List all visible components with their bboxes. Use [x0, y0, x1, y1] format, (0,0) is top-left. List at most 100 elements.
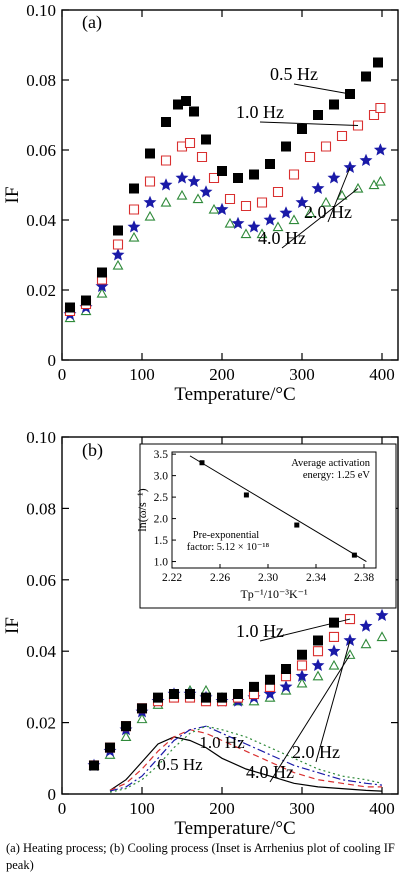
leader-line-1-0-hz	[259, 618, 351, 642]
data-point	[288, 169, 300, 180]
inset-annotation-activation-line2: energy: 1.25 eV	[303, 470, 371, 481]
y-tick-label: 0	[48, 351, 57, 370]
inset-x-axis-label: Tp⁻¹/10⁻³K⁻¹	[240, 587, 308, 601]
data-point	[184, 137, 196, 149]
y-tick-label: 0	[48, 785, 57, 804]
inset-x-tick-label: 2.38	[354, 572, 374, 584]
series-1-0-hz	[64, 102, 386, 317]
chart-panel-b: 0 0.02 0.04 0.06 0.08 0.10 0 100 200 300 400 Temper…	[2, 428, 399, 839]
data-point	[359, 619, 373, 632]
plot-frame	[61, 436, 399, 795]
data-point	[145, 148, 155, 159]
inset-y-tick-label: 3.5	[154, 449, 169, 461]
data-point	[144, 210, 156, 221]
data-point	[343, 633, 357, 646]
peak-curve-label-1-0-hz: 1.0 Hz	[199, 733, 245, 752]
data-point	[201, 134, 211, 145]
figure: 0 0.02 0.04 0.06 0.08 0.10 0 100 200 300 400 Temper…	[2, 1, 399, 839]
data-point	[272, 186, 284, 198]
data-point	[175, 171, 189, 184]
data-point	[320, 141, 332, 152]
data-point	[256, 197, 268, 208]
data-point	[176, 141, 188, 152]
data-point	[217, 692, 227, 703]
inset-x-tick-label: 2.34	[306, 572, 326, 584]
y-axis-label: IF	[2, 187, 23, 204]
x-tick-label: 0	[58, 365, 67, 384]
leader-line-2-0-hz	[315, 640, 351, 763]
x-tick-label: 300	[289, 799, 315, 818]
data-point	[97, 267, 107, 278]
data-point	[295, 195, 309, 209]
inset-y-tick-label: 1.0	[154, 557, 169, 569]
data-point	[181, 96, 191, 106]
data-point	[159, 178, 173, 191]
data-point	[173, 99, 183, 110]
series-label-4-0-hz: 4.0 Hz	[246, 762, 294, 782]
data-point	[233, 689, 243, 700]
data-point	[336, 130, 348, 142]
inset-fit-line	[189, 455, 367, 562]
data-point	[249, 169, 259, 180]
y-tick-label: 0.06	[26, 141, 56, 160]
data-point	[279, 680, 293, 693]
data-point	[112, 259, 124, 270]
data-point	[217, 166, 227, 176]
data-point	[187, 174, 201, 188]
data-point	[279, 206, 293, 219]
data-point	[113, 225, 123, 236]
data-point	[160, 155, 172, 166]
data-point	[336, 189, 348, 200]
chart-panel-a: 0 0.02 0.04 0.06 0.08 0.10 0 100 200 300 400 Temper…	[2, 1, 399, 405]
data-point	[65, 302, 75, 313]
data-point	[296, 660, 308, 671]
panel-label: (b)	[82, 440, 103, 461]
inset-y-tick-label: 2.5	[154, 492, 169, 504]
data-point	[343, 160, 357, 174]
inset-annotation-activation-line1: Average activation	[291, 458, 371, 469]
data-point	[272, 221, 284, 232]
data-point	[96, 287, 108, 298]
data-point	[176, 189, 188, 200]
data-point	[247, 220, 261, 233]
data-point	[169, 689, 179, 700]
data-point	[129, 183, 139, 194]
data-point	[81, 295, 91, 306]
inset-plot-frame	[171, 451, 377, 569]
data-point	[111, 248, 125, 261]
leader-line-0-5-hz	[293, 83, 351, 95]
series-label-2-0-hz: 2.0 Hz	[292, 742, 340, 762]
inset-frame	[139, 443, 397, 609]
peak-curve-1-0-hz	[109, 729, 382, 791]
y-tick-label: 0.04	[26, 642, 56, 661]
data-point	[120, 731, 132, 742]
data-point	[192, 193, 204, 204]
inset-annotation-preexp-line1: Pre-exponential	[193, 530, 260, 541]
data-point	[231, 216, 245, 230]
data-point	[304, 151, 316, 163]
data-point	[224, 217, 236, 228]
series-label-1-0-hz: 1.0 Hz	[236, 621, 284, 641]
x-tick-label: 100	[129, 365, 155, 384]
inset-y-tick-label: 2.0	[154, 514, 169, 526]
inset-x-tick-label: 2.22	[162, 572, 182, 584]
data-point	[304, 207, 316, 218]
series-0-5-hz	[65, 57, 383, 313]
plot-frame	[61, 9, 399, 361]
y-tick-label: 0.06	[26, 571, 56, 590]
inset-y-tick-label: 3.0	[154, 471, 169, 483]
x-tick-label: 200	[209, 799, 235, 818]
data-point	[153, 692, 163, 703]
leader-line-1-0-hz	[259, 121, 359, 126]
x-axis-label: Temperature/°C	[174, 818, 295, 839]
data-point	[359, 153, 373, 167]
data-point	[121, 721, 131, 732]
inset-x-tick-label: 2.26	[210, 572, 230, 584]
data-point	[281, 664, 291, 675]
x-tick-label: 200	[209, 365, 235, 384]
y-tick-label: 0.10	[26, 428, 56, 447]
data-point	[240, 228, 252, 239]
peak-curve-2-0-hz	[109, 725, 383, 792]
peak-curve-label-0-5-hz: 0.5 Hz	[157, 755, 203, 774]
data-point	[208, 172, 220, 184]
